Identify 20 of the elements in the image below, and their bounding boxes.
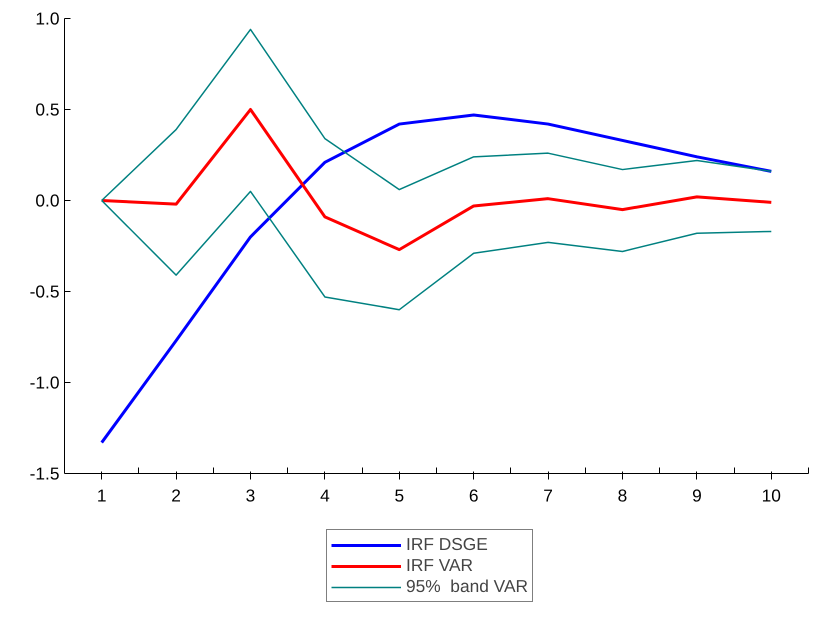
x-tick-label: 6 (468, 486, 479, 506)
line-series (100, 108, 773, 252)
y-tick-label: -1.5 (30, 464, 60, 484)
x-tick-label: 10 (762, 486, 781, 506)
x-tick-label: 2 (171, 486, 181, 506)
x-tick-label: 1 (96, 486, 107, 506)
y-tick-label: 1.0 (35, 8, 60, 28)
y-tick-label: 0.5 (35, 100, 60, 120)
y-tick-label: -0.5 (30, 282, 60, 302)
y-tick-label: -1.0 (30, 372, 60, 392)
x-tick-label: 3 (246, 486, 256, 506)
x-tick-label: 5 (394, 486, 404, 506)
legend-label: IRF VAR (406, 555, 474, 576)
x-tick-label: 4 (320, 486, 330, 506)
x-tick-label: 9 (692, 486, 702, 506)
legend-label: 95% band VAR (406, 576, 528, 597)
x-tick-label: 7 (543, 486, 553, 506)
legend-label: IRF DSGE (406, 534, 488, 555)
x-tick-label: 8 (618, 486, 628, 506)
y-tick-label: 0.0 (35, 190, 60, 210)
